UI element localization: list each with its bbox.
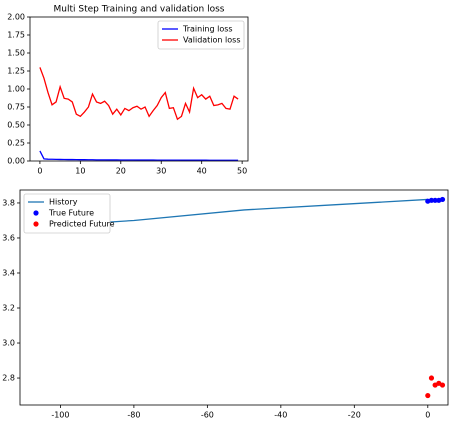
y-tick-label: 1.75	[7, 31, 25, 40]
legend-marker	[33, 221, 39, 227]
y-tick-label: 2.8	[2, 374, 15, 383]
plot-frame	[29, 16, 249, 162]
legend-box	[157, 20, 245, 50]
y-tick-label: 0.50	[7, 121, 25, 130]
y-tick-label: 3.6	[2, 233, 15, 242]
x-tick-label: -100	[51, 411, 69, 420]
y-tick-label: 1.25	[7, 67, 25, 76]
legend-label: True Future	[48, 209, 94, 218]
point	[425, 392, 431, 399]
point	[432, 197, 438, 203]
x-tick-label: 40	[197, 167, 207, 176]
point	[439, 196, 446, 203]
y-tick-label: 3.8	[2, 198, 15, 207]
legend-label: Predicted Future	[49, 220, 115, 229]
y-tick-label: 3.0	[2, 339, 15, 348]
point	[428, 375, 435, 381]
x-tick-label: -80	[127, 411, 140, 420]
legend-marker	[33, 210, 39, 216]
y-tick-label: 2.00	[7, 13, 25, 22]
y-tick-label: 1.50	[7, 49, 25, 58]
chart-title: Multi Step Training and validation loss	[54, 5, 225, 15]
legend-label: Validation loss	[183, 36, 241, 45]
y-tick-label: 3.2	[2, 304, 15, 313]
y-tick-label: 0.00	[7, 157, 25, 166]
legend-label: Training loss	[182, 25, 233, 34]
y-tick-label: 0.75	[7, 103, 25, 112]
x-tick-label: 30	[156, 167, 166, 176]
x-tick-label: -20	[348, 411, 361, 420]
plot-frame	[19, 189, 449, 406]
x-tick-label: 50	[237, 167, 247, 176]
series-line	[39, 67, 239, 121]
legend-box	[23, 193, 111, 234]
point	[428, 197, 435, 203]
x-tick-label: 10	[75, 167, 85, 176]
y-tick-label: 1.00	[7, 85, 25, 94]
x-tick-label: 20	[116, 167, 126, 176]
x-tick-label: 0	[425, 411, 430, 420]
series-line	[39, 150, 239, 161]
legend-label: History	[49, 198, 78, 207]
x-tick-label: -60	[201, 411, 214, 420]
x-tick-label: 0	[37, 167, 42, 176]
y-tick-label: 3.4	[2, 268, 15, 277]
y-tick-label: 0.25	[7, 139, 25, 148]
x-tick-label: -40	[274, 411, 287, 420]
point	[439, 382, 446, 388]
